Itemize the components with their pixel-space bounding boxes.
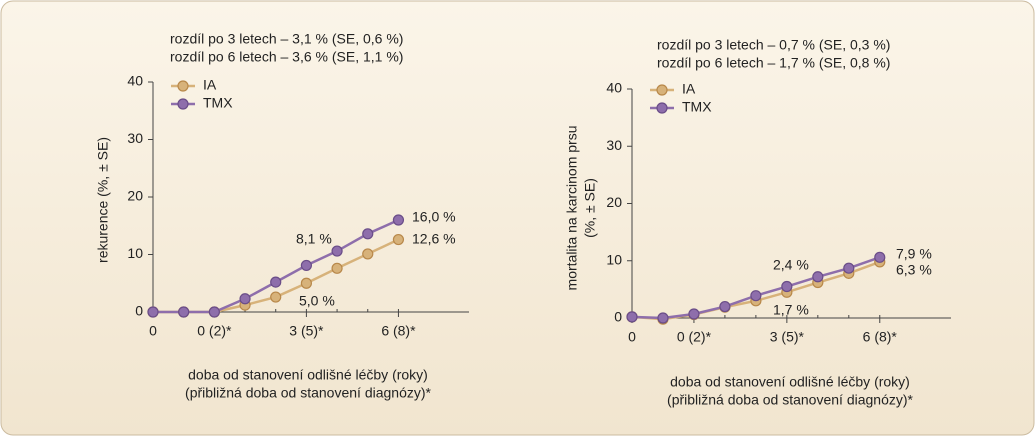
y-tick-label: 40 (127, 73, 143, 89)
x-axis-label: doba od stanovení odlišné léčby (roky) (670, 374, 910, 390)
point (300, 277, 312, 289)
point (781, 280, 793, 293)
y-tick-label: 20 (606, 194, 622, 210)
point (178, 306, 190, 318)
point (626, 311, 638, 323)
point (688, 308, 700, 320)
legend-marker (177, 98, 189, 110)
legend-label: TMX (203, 95, 233, 111)
annotation: 7,9 % (896, 246, 932, 262)
y-tick-label: 40 (606, 80, 622, 96)
point (270, 291, 282, 303)
x-tick-label: 0 (149, 323, 157, 339)
point (657, 312, 669, 324)
y-tick-label: 10 (606, 251, 622, 267)
point (300, 259, 312, 272)
x-tick-label: 0 (2)* (677, 329, 712, 345)
x-tick-label: 0 (2)* (197, 323, 232, 339)
annotation: 1,7 % (773, 302, 809, 318)
point (874, 251, 886, 263)
note: rozdíl po 3 letech – 3,1 % (SE, 0,6 %) (170, 31, 403, 47)
x-tick-label: 6 (8)* (863, 329, 898, 345)
annotation: 12,6 % (412, 231, 456, 247)
legend-marker (656, 102, 668, 114)
x-tick-label: 0 (628, 329, 636, 345)
note: rozdíl po 6 letech – 3,6 % (SE, 1,1 %) (170, 49, 403, 65)
y-tick-label: 10 (127, 245, 143, 261)
annotation: 8,1 % (296, 231, 332, 247)
y-axis-label: rekurence (%, ± SE) (95, 137, 111, 263)
point (750, 290, 762, 302)
annotation: 2,4 % (773, 257, 809, 273)
point (843, 262, 855, 274)
annotation: 6,3 % (896, 262, 932, 278)
point (331, 262, 343, 274)
point (392, 233, 405, 246)
note: rozdíl po 6 letech – 1,7 % (SE, 0,8 %) (657, 55, 890, 71)
point (270, 276, 282, 288)
y-axis-label: mortalita na karcinom prsu (564, 126, 580, 291)
y-tick-label: 20 (127, 188, 143, 204)
point (392, 214, 405, 226)
y-tick-label: 0 (614, 309, 622, 325)
legend-label: IA (682, 81, 696, 97)
point (719, 300, 731, 313)
point (147, 306, 159, 318)
x-axis-label: (přibližná doba od stanovení diagnózy)* (185, 385, 431, 401)
x-axis-label: (přibližná doba od stanovení diagnózy)* (667, 392, 913, 408)
x-tick-label: 3 (5)* (770, 329, 805, 345)
point (362, 228, 374, 240)
note: rozdíl po 3 letech – 0,7 % (SE, 0,3 %) (657, 37, 890, 53)
legend-marker (656, 84, 668, 96)
point (812, 271, 824, 283)
x-axis-label: doba od stanovení odlišné léčby (roky) (188, 367, 428, 383)
annotation: 5,0 % (299, 293, 335, 309)
point (239, 293, 251, 305)
legend-label: IA (203, 77, 217, 93)
y-tick-label: 30 (606, 137, 622, 153)
point (331, 245, 343, 257)
x-tick-label: 3 (5)* (289, 323, 324, 339)
y-tick-label: 30 (127, 130, 143, 146)
point (208, 306, 220, 318)
legend-label: TMX (682, 99, 712, 115)
x-tick-label: 6 (8)* (381, 323, 416, 339)
point (362, 248, 374, 260)
annotation: 16,0 % (412, 209, 456, 225)
y-tick-label: 0 (135, 303, 143, 319)
legend-marker (177, 80, 189, 92)
y-axis-label: (%, ± SE) (582, 178, 598, 238)
